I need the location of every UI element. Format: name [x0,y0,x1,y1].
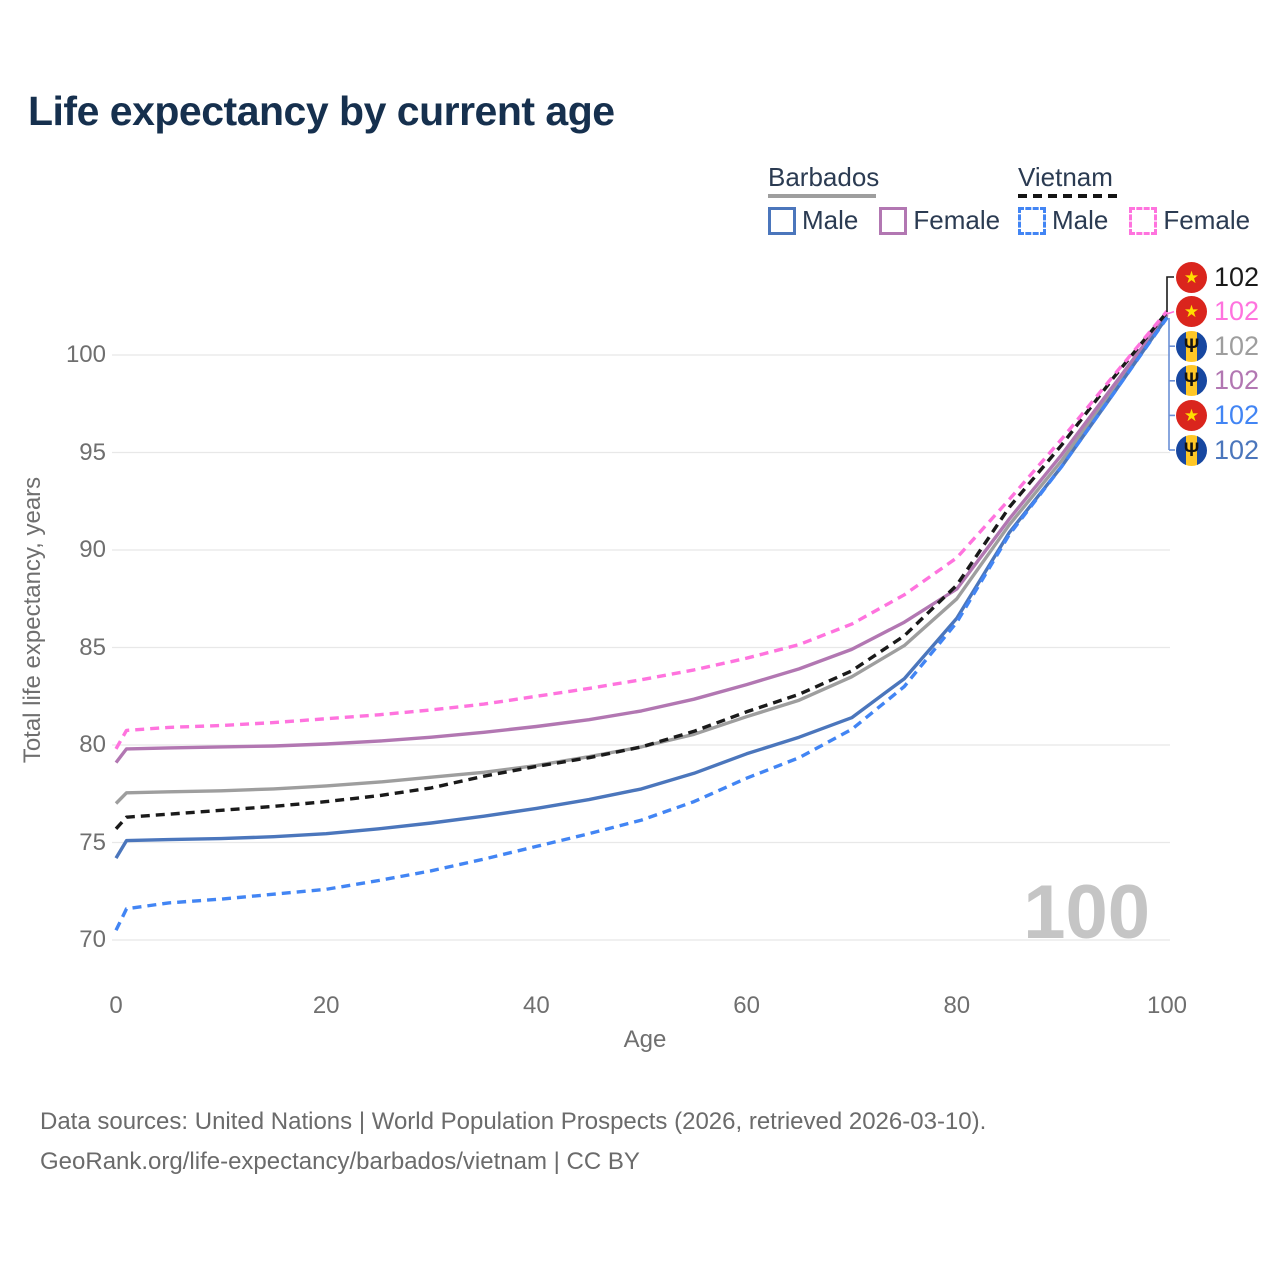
x-tick-80: 80 [943,992,971,1019]
data-sources-text: Data sources: United Nations | World Pop… [40,1108,987,1135]
legend-item-label: Male [802,205,859,235]
legend-group-vietnam[interactable]: Vietnam [1018,162,1113,192]
legend-item-vietnam-female[interactable]: Female [1129,205,1250,236]
end-label-vietnam: ★ 102 [1176,261,1259,293]
x-tick-40: 40 [523,992,550,1019]
barbados-male-swatch-icon [768,206,796,235]
y-tick-90: 90 [79,536,106,563]
attribution-link-text[interactable]: GeoRank.org/life-expectancy/barbados/vie… [40,1148,640,1175]
end-label-vietnam-male: ★ 102 [1176,399,1259,431]
x-axis-title: Age [623,1026,667,1053]
barbados-flag-icon: Ψ [1176,434,1207,466]
legend-item-label: Male [1052,205,1109,235]
x-tick-60: 60 [733,992,760,1019]
legend-item-barbados-female[interactable]: Female [879,205,1000,236]
legend-item-label: Female [1163,205,1251,235]
chart-canvas: 100 [112,276,1175,955]
y-tick-85: 85 [79,633,106,661]
y-tick-70: 70 [79,926,106,953]
y-tick-75: 75 [79,828,106,856]
x-tick-0: 0 [109,992,123,1019]
end-label-barbados: Ψ 102 [1176,330,1259,362]
x-tick-100: 100 [1146,992,1188,1019]
legend-barbados-line-sample [768,194,876,198]
leader-vietnam-female [1166,310,1175,315]
leader-vietnam [1166,276,1174,312]
page-title: Life expectancy by current age [28,88,615,134]
vietnam-male-swatch-icon [1018,206,1046,235]
end-label-barbados-male: Ψ 102 [1176,434,1259,466]
series-line-barbados[interactable] [114,314,1169,805]
watermark-age-100: 100 [1023,870,1150,955]
series-line-vietnam[interactable] [114,311,1169,830]
legend-item-label: Female [913,205,1001,235]
vietnam-flag-icon: ★ [1176,296,1207,328]
barbados-female-swatch-icon [879,206,908,235]
barbados-flag-icon: Ψ [1176,365,1207,397]
end-value: 102 [1214,330,1260,361]
y-tick-95: 95 [79,438,106,466]
vietnam-flag-icon: ★ [1176,261,1207,293]
end-value: 102 [1214,296,1260,327]
end-value: 102 [1214,434,1260,465]
end-value: 102 [1214,399,1260,430]
y-tick-80: 80 [79,731,106,758]
series-line-vietnam-male[interactable] [114,316,1169,932]
legend-item-barbados-male[interactable]: Male [768,205,858,236]
barbados-flag-icon: Ψ [1176,330,1207,362]
x-tick-20: 20 [312,992,340,1019]
end-label-vietnam-female: ★ 102 [1176,296,1259,328]
end-label-barbados-female: Ψ 102 [1176,365,1259,397]
series-line-barbados-female[interactable] [114,313,1169,764]
end-value: 102 [1214,261,1260,292]
legend-vietnam-line-sample [1018,194,1118,198]
legend-item-vietnam-male[interactable]: Male [1018,205,1108,236]
vietnam-flag-icon: ★ [1176,399,1207,431]
legend-group-barbados[interactable]: Barbados [768,162,880,192]
end-value: 102 [1214,365,1260,396]
y-tick-100: 100 [65,341,106,368]
series-line-vietnam-female[interactable] [114,310,1169,750]
vietnam-female-swatch-icon [1129,206,1158,235]
series-line-barbados-male[interactable] [114,316,1169,859]
